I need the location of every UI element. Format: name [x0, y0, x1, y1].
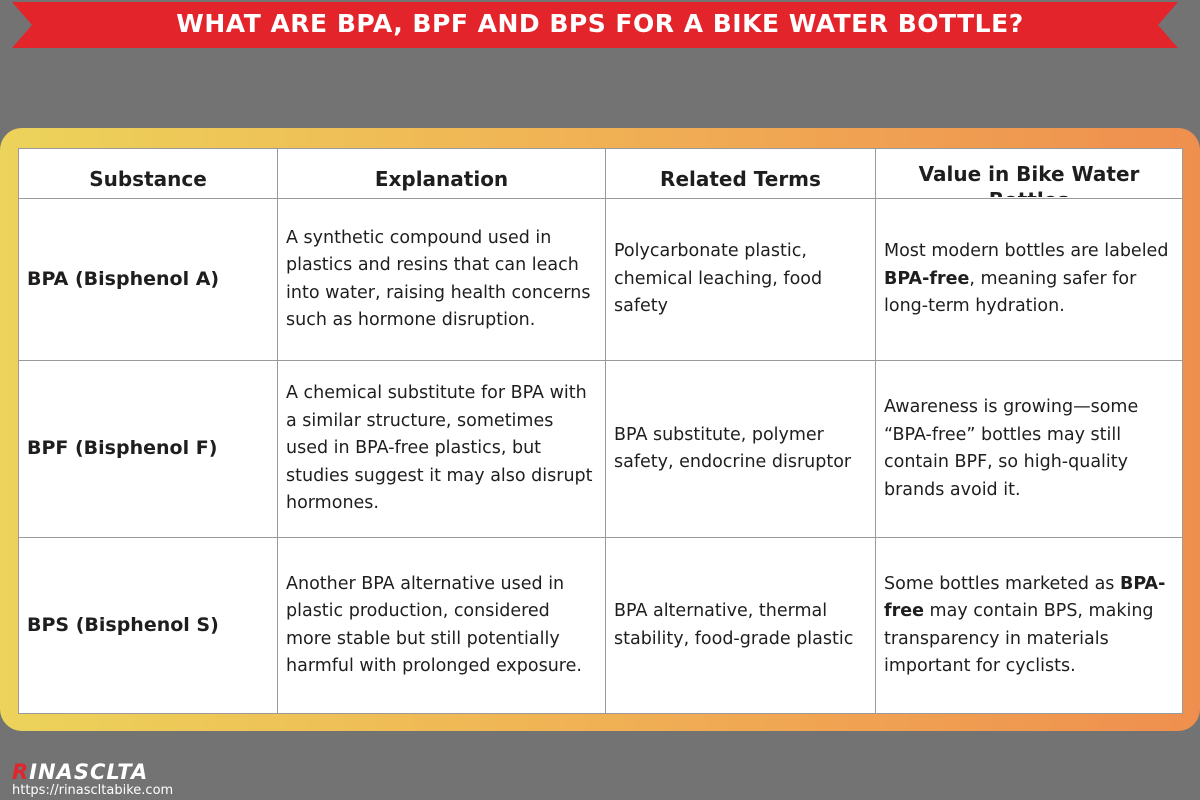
column-header: Related Terms [605, 148, 876, 199]
table: Substance Explanation Related Terms Value i… [18, 148, 1183, 714]
table-cell: BPA substitute, polymer safety, endocrin… [605, 360, 876, 538]
column-header: Explanation [277, 148, 606, 199]
title: WHAT ARE BPA, BPF AND BPS FOR A BIKE WAT… [176, 9, 1024, 38]
column-header-text: Related Terms [660, 166, 821, 191]
table-row: BPS (Bisphenol S) Another BPA alternative… [18, 537, 1183, 714]
text: may contain BPS, making transparency in … [884, 601, 1154, 676]
table-row: BPF (Bisphenol F) A chemical substitute f… [18, 360, 1183, 538]
header-row: Substance Explanation Related Terms Value i… [18, 148, 1183, 199]
table-cell: A chemical substitute for BPA with a sim… [277, 360, 606, 538]
bold-text: BPA-free [884, 268, 970, 289]
table-cell: Some bottles marketed as BPA-free may co… [875, 537, 1183, 714]
table-cell: Polycarbonate plastic, chemical leaching… [605, 198, 876, 361]
logo-initial: R [12, 760, 30, 784]
bold-text: BPA-free [884, 573, 1166, 622]
table-cell: Another BPA alternative used in plastic … [277, 537, 606, 714]
column-header: Substance [18, 148, 278, 199]
text: Most modern bottles are labeled [884, 241, 1169, 262]
column-header-text: Value in Bike Water Bottles [918, 161, 1140, 197]
logo: RINASCLTA [12, 760, 148, 784]
url: https://rinascltabike.com [12, 783, 174, 798]
table-cell: A synthetic compound used in plastics an… [277, 198, 606, 361]
substance-cell: BPA (Bisphenol A) [18, 198, 278, 361]
substance-cell: BPF (Bisphenol F) [18, 360, 278, 538]
title-banner [12, 2, 1178, 48]
column-header-text: Substance [89, 166, 207, 191]
table-cell: Most modern bottles are labeled BPA-free… [875, 198, 1183, 361]
text: Some bottles marketed as [884, 573, 1120, 594]
text: , meaning safer for long-term hydration. [884, 268, 1137, 317]
table-cell: BPA alternative, thermal stability, food… [605, 537, 876, 714]
substance-cell: BPS (Bisphenol S) [18, 537, 278, 714]
table-row: BPA (Bisphenol A) A synthetic compound us… [18, 198, 1183, 361]
table-cell: Awareness is growing—some “BPA-free” bot… [875, 360, 1183, 538]
column-header: Value in Bike Water Bottles [875, 148, 1183, 199]
column-header-text: Explanation [374, 166, 509, 191]
logo-text: INASCLTA [29, 760, 149, 784]
